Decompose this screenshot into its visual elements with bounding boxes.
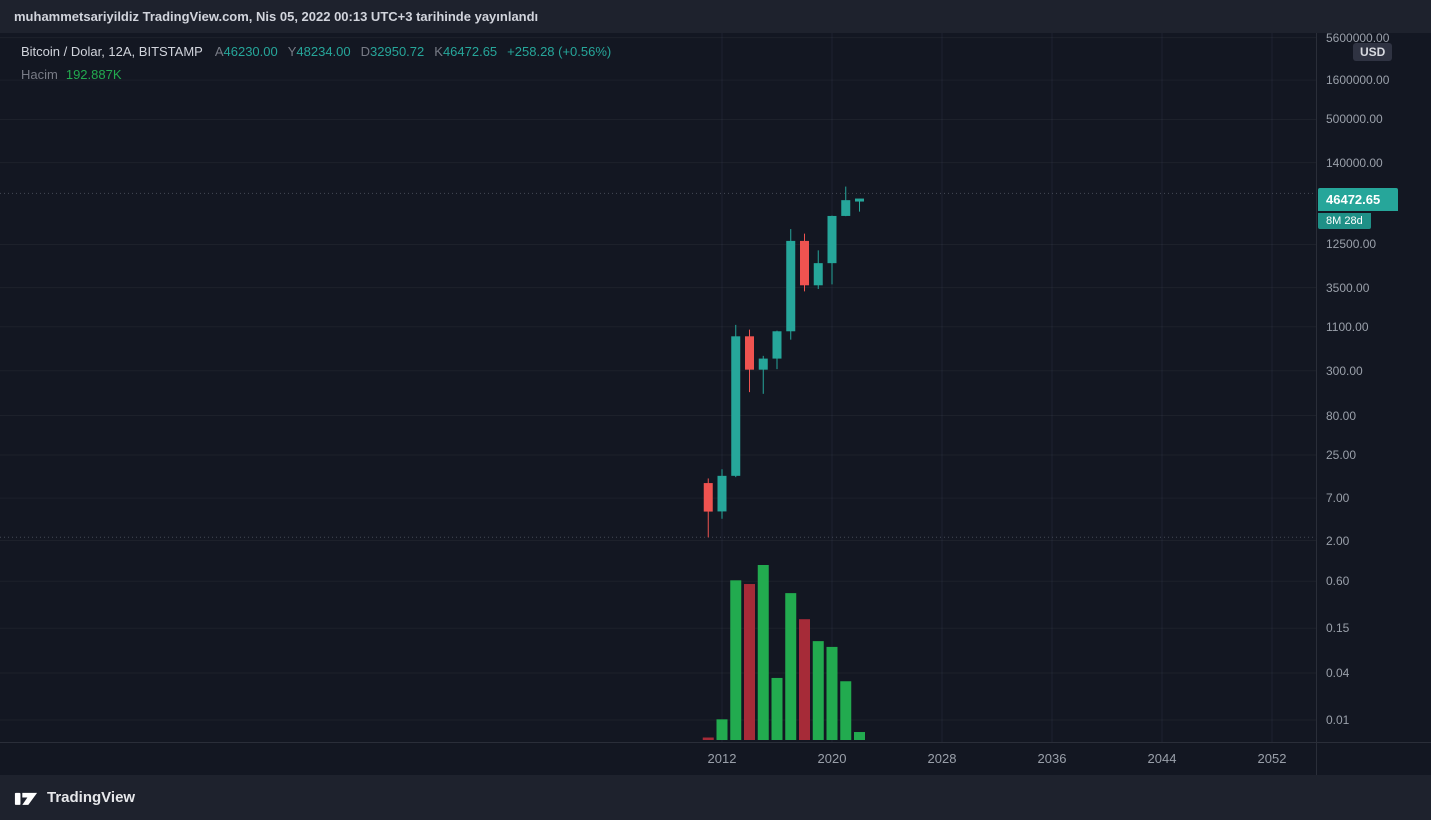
price-tick-label: 300.00 — [1326, 363, 1363, 378]
time-tick-label: 2020 — [817, 751, 847, 766]
attribution-bar: TradingView — [0, 775, 1431, 820]
tradingview-brand-link[interactable]: TradingView — [47, 789, 136, 806]
price-tick-label: 7.00 — [1326, 491, 1350, 506]
time-tick-label: 2044 — [1147, 751, 1177, 766]
price-tick-label: 5600000.00 — [1326, 33, 1390, 45]
time-tick-label: 2028 — [927, 751, 957, 766]
legend-volume-row: Hacim 192.887K — [21, 67, 611, 82]
symbol-title[interactable]: Bitcoin / Dolar, 12A, BITSTAMP — [21, 44, 203, 59]
bar-close-countdown: 8M 28d — [1318, 213, 1371, 229]
time-tick-label: 2052 — [1257, 751, 1287, 766]
time-tick-label: 2012 — [707, 751, 737, 766]
publish-info-text: muhammetsariyildiz TradingView.com, Nis … — [14, 9, 539, 24]
price-tick-label: 0.04 — [1326, 666, 1350, 681]
price-tick-label: 3500.00 — [1326, 280, 1370, 295]
ohlc-high: Y48234.00 — [287, 44, 351, 59]
price-tick-label: 12500.00 — [1326, 237, 1377, 252]
ohlc-low: D32950.72 — [360, 44, 425, 59]
ohlc-open: A46230.00 — [214, 44, 278, 59]
ohlc-close: K46472.65 — [434, 44, 498, 59]
price-change: +258.28 (+0.56%) — [507, 44, 612, 59]
price-tick-label: 1100.00 — [1326, 319, 1369, 334]
price-tick-label: 2.00 — [1326, 533, 1350, 548]
last-price-label: 46472.65 8M 28d — [1318, 188, 1398, 229]
volume-label: Hacim — [21, 67, 58, 82]
price-tick-label: 0.01 — [1326, 713, 1350, 727]
currency-badge[interactable]: USD — [1353, 43, 1393, 61]
chart-legend: Bitcoin / Dolar, 12A, BITSTAMP A46230.00… — [21, 44, 611, 82]
price-axis[interactable]: USD 46472.65 8M 28d 5600000.00 1600000.00… — [1316, 33, 1431, 742]
price-tick-label: 25.00 — [1326, 447, 1357, 462]
price-tick-label: 140000.00 — [1326, 155, 1383, 170]
price-tick-label: 0.60 — [1326, 574, 1350, 589]
time-axis[interactable]: 2012 2020 2028 2036 2044 2052 — [0, 742, 1431, 776]
price-tick-label: 0.15 — [1326, 621, 1350, 636]
legend-symbol-row: Bitcoin / Dolar, 12A, BITSTAMP A46230.00… — [21, 44, 611, 59]
last-price-value: 46472.65 — [1318, 188, 1398, 211]
publish-info-bar: muhammetsariyildiz TradingView.com, Nis … — [0, 0, 1431, 33]
tradingview-logo-icon[interactable] — [14, 789, 38, 806]
price-tick-label: 1600000.00 — [1326, 73, 1390, 88]
price-tick-label: 80.00 — [1326, 408, 1357, 423]
price-tick-label: 500000.00 — [1326, 112, 1383, 127]
volume-value: 192.887K — [65, 67, 122, 82]
time-tick-label: 2036 — [1037, 751, 1067, 766]
